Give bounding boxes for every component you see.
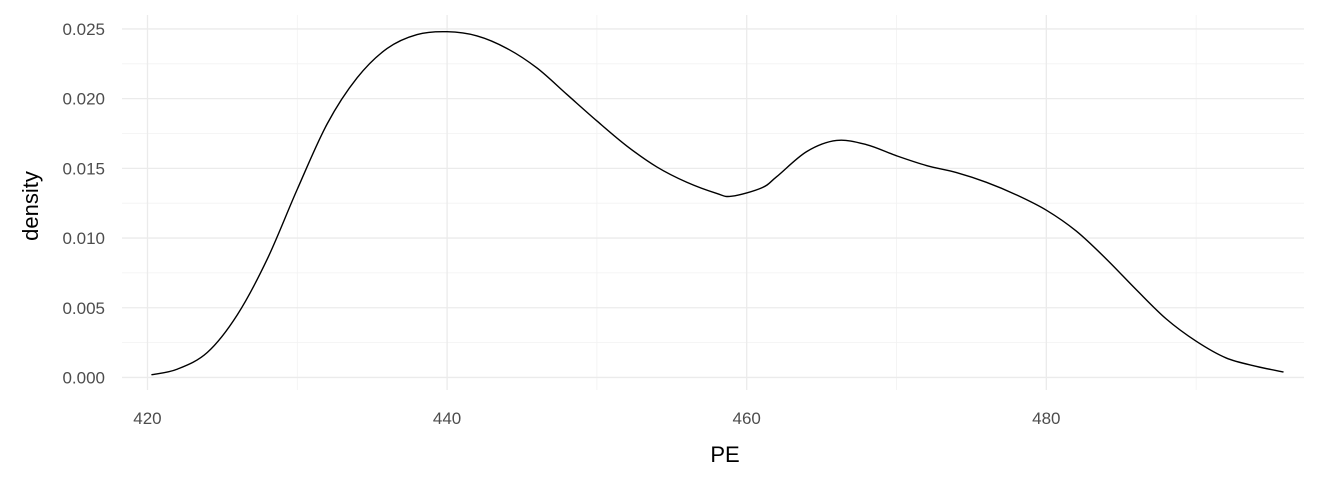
y-tick-label: 0.010 (62, 229, 105, 248)
y-tick-label: 0.000 (62, 368, 105, 387)
x-tick-label: 460 (733, 409, 761, 428)
y-tick-label: 0.020 (62, 90, 105, 109)
x-axis-title: PE (710, 442, 739, 467)
density-line (151, 30, 1284, 376)
x-tick-label: 420 (133, 409, 161, 428)
major-gridlines (122, 15, 1304, 390)
minor-gridlines (122, 15, 1304, 390)
y-tick-label: 0.005 (62, 299, 105, 318)
density-series (151, 30, 1284, 376)
y-axis-tick-labels: 0.000 0.005 0.010 0.015 0.020 0.025 (62, 20, 105, 388)
y-axis-title: density (18, 171, 43, 241)
y-tick-label: 0.015 (62, 159, 105, 178)
x-tick-label: 480 (1032, 409, 1060, 428)
y-tick-label: 0.025 (62, 20, 105, 39)
x-axis-tick-labels: 420 440 460 480 (133, 409, 1060, 428)
x-tick-label: 440 (433, 409, 461, 428)
